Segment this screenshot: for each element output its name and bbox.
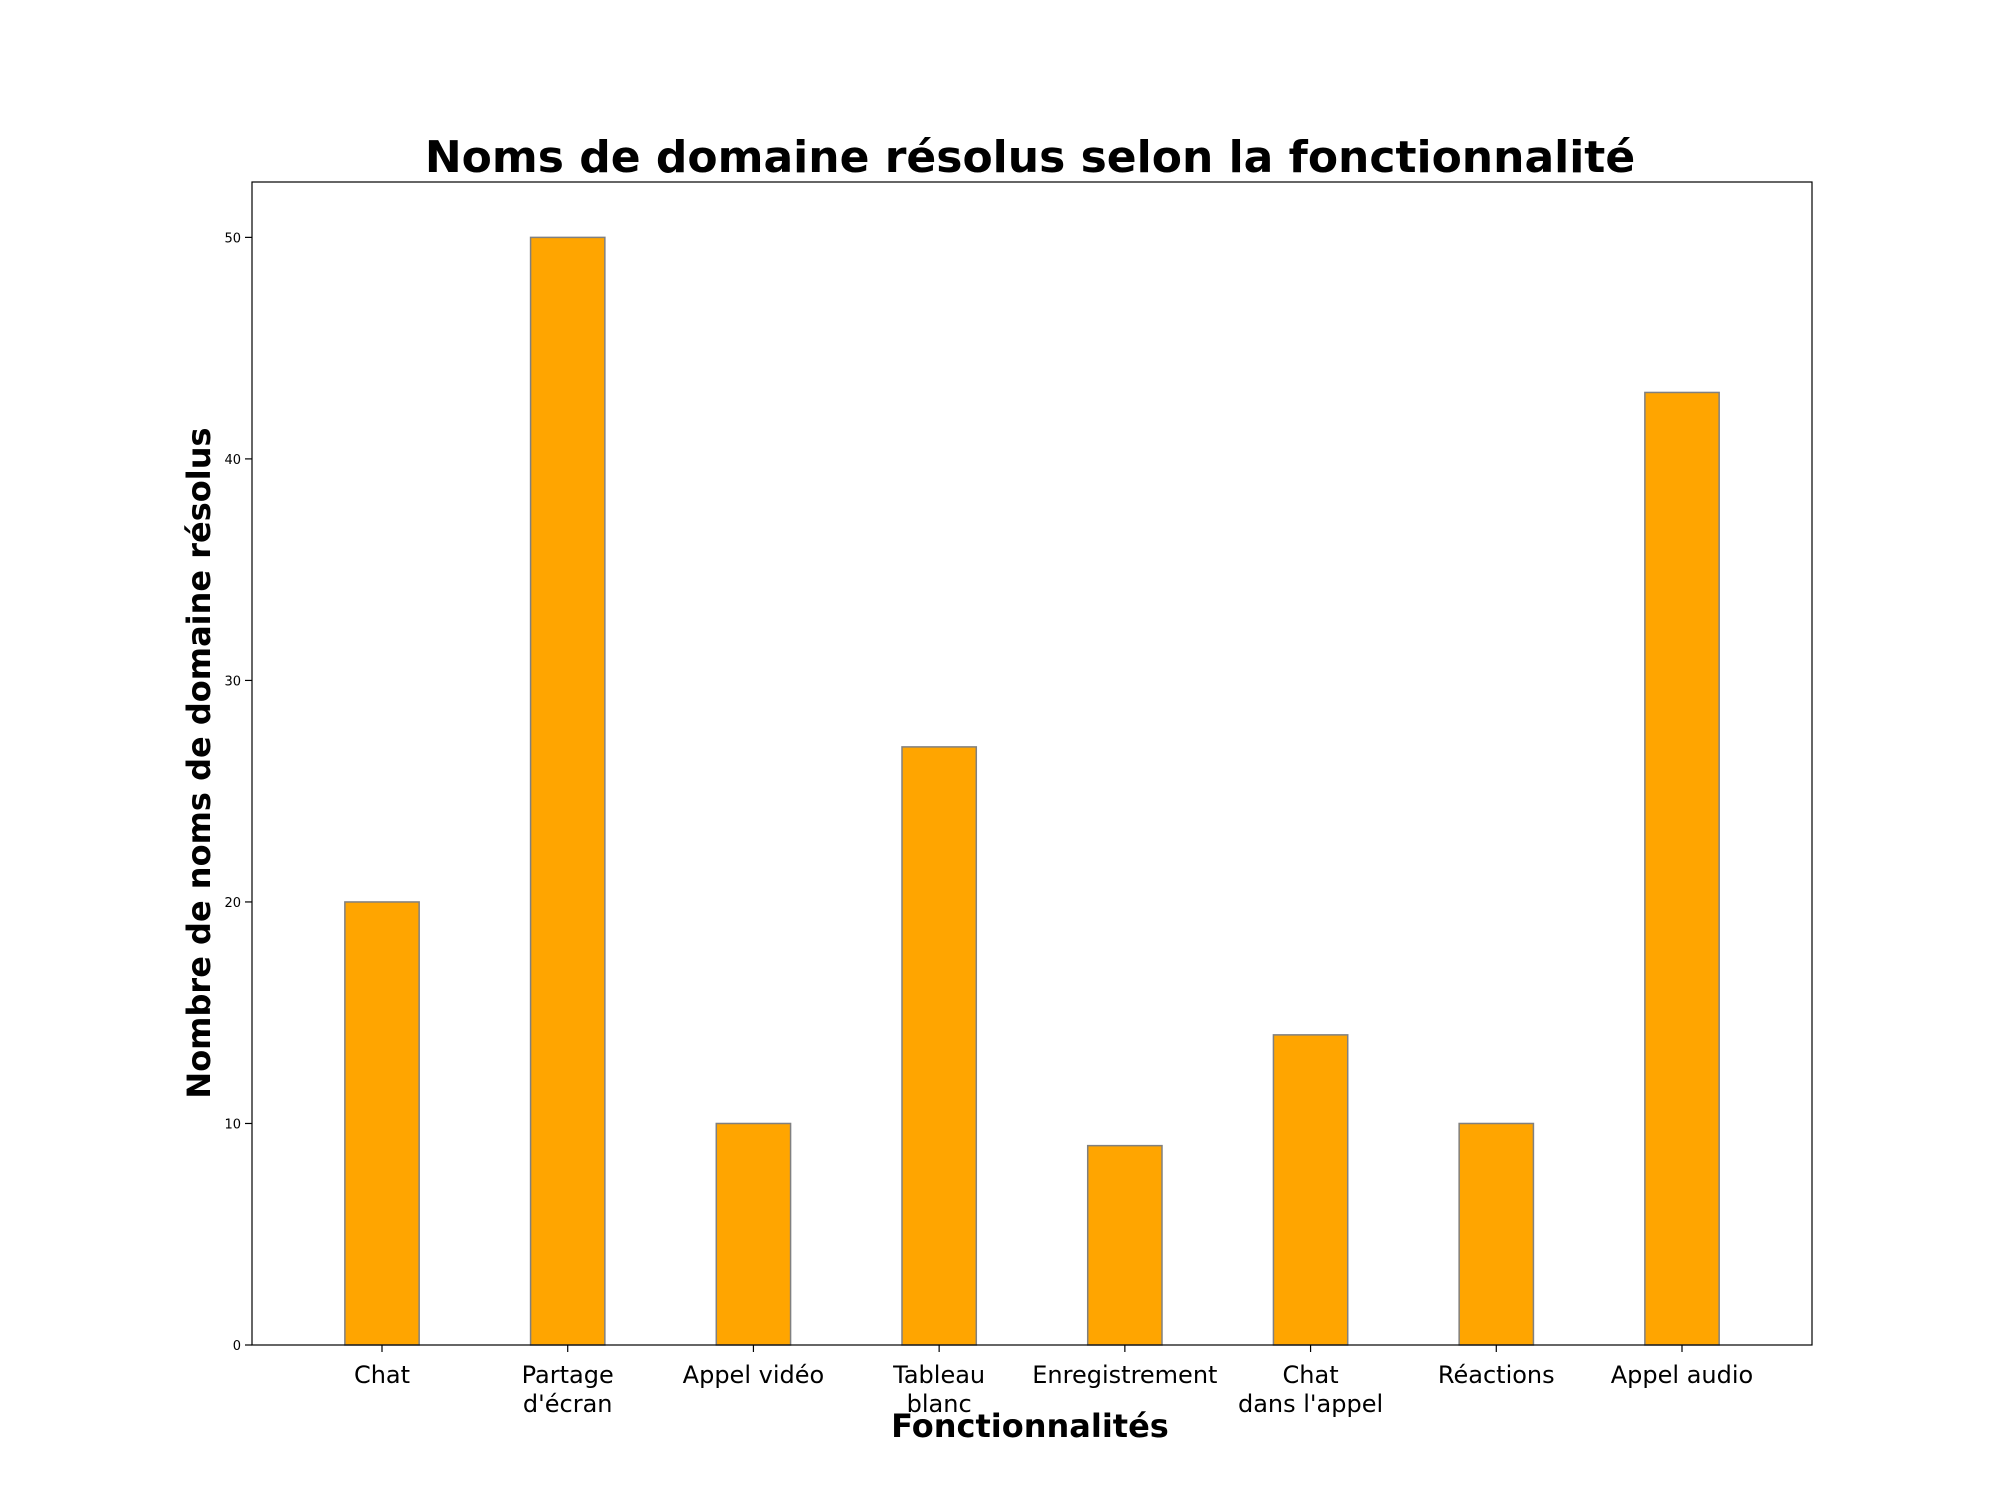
x-tick-label-0: Chat <box>354 1361 410 1389</box>
x-tick-label-5: Chat dans l'appel <box>1238 1361 1383 1418</box>
x-tick-label-6: Réactions <box>1438 1361 1555 1389</box>
x-tick-label-7: Appel audio <box>1611 1361 1753 1389</box>
x-tick-label-2: Appel vidéo <box>683 1361 825 1389</box>
y-axis-label: Nombre de noms de domaine résolus <box>180 427 218 1098</box>
bar-6 <box>1458 1122 1535 1346</box>
x-tick-label-1: Partage d'écran <box>522 1361 614 1418</box>
y-tick-label-3: 30 <box>224 674 241 689</box>
y-axis-ticks: 0 10 20 30 40 50 <box>224 231 252 1354</box>
axes-frame <box>251 181 1813 1346</box>
bar-0 <box>344 901 420 1346</box>
x-axis-ticks: Chat Partage d'écran Appel vidéo Tableau blan… <box>354 1345 1753 1418</box>
x-axis-label: Fonctionnalités <box>891 1407 1169 1445</box>
x-tick-label-4: Enregistrement <box>1032 1361 1217 1389</box>
bar-7 <box>1644 391 1720 1346</box>
y-tick-label-2: 20 <box>224 896 241 911</box>
y-tick-label-4: 40 <box>224 453 241 468</box>
bar-3 <box>901 746 978 1346</box>
bar-5 <box>1272 1034 1349 1346</box>
y-tick-label-0: 0 <box>233 1339 241 1354</box>
x-tick-label-3: Tableau blanc <box>892 1361 985 1418</box>
bar-2 <box>715 1122 792 1346</box>
bars-group <box>344 236 1720 1346</box>
bar-4 <box>1086 1144 1163 1346</box>
y-tick-label-1: 10 <box>224 1117 241 1132</box>
chart-title: Noms de domaine résolus selon la fonctio… <box>425 132 1635 183</box>
y-tick-label-5: 50 <box>224 231 241 246</box>
bar-1 <box>529 236 606 1346</box>
